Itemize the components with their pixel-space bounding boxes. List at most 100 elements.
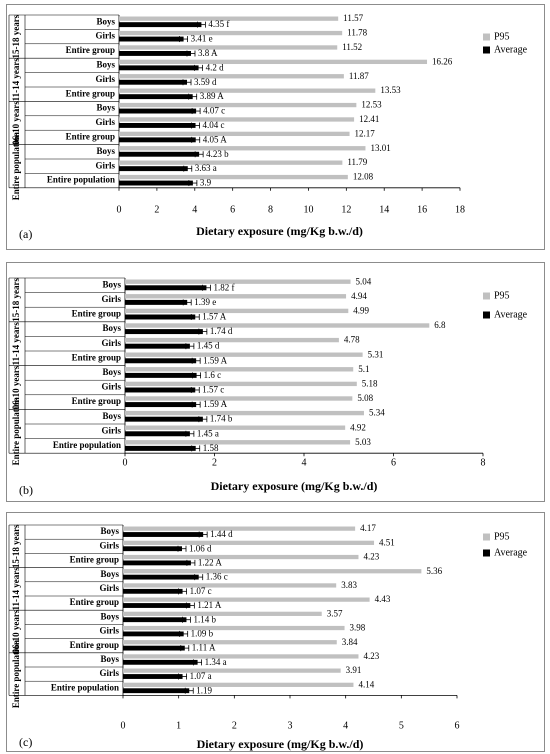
average-bar-c-7	[123, 631, 184, 637]
x-tick-label-c-3: 3	[288, 720, 293, 731]
group-label-a-1: 11-14 years	[11, 58, 21, 102]
p95-bar-b-11	[125, 440, 351, 445]
category-label-b-4: Girls	[102, 338, 122, 348]
category-label-b-6: Boys	[102, 367, 121, 377]
p95-value-label-c-6: 3.57	[327, 608, 343, 618]
category-label-c-6: Boys	[100, 611, 119, 621]
x-axis-title-a: Dietary exposure (mg/Kg b.w./d)	[196, 224, 363, 238]
chart-panel-b: 15-18 years Boys 5.04 1.82 f Girls 4.94 1.39 e…	[6, 262, 545, 502]
p95-value-label-c-4: 3.83	[341, 580, 357, 590]
average-bar-b-3	[125, 329, 203, 335]
p95-value-label-c-1: 4.51	[379, 537, 395, 547]
x-tick-label-c-6: 6	[455, 720, 460, 731]
p95-bar-a-11	[119, 174, 348, 180]
x-tick-label-c-5: 5	[399, 720, 404, 731]
p95-bar-c-8	[123, 640, 337, 645]
average-value-label-a-3: 4.2 d	[206, 62, 225, 72]
average-value-label-c-3: 1.36 c	[206, 572, 228, 582]
p95-value-label-a-1: 11.78	[347, 28, 367, 38]
average-value-label-b-3: 1.74 d	[210, 326, 233, 336]
x-tick-label-b-1: 2	[212, 457, 217, 468]
p95-bar-b-4	[125, 337, 339, 343]
x-axis-title-c: Dietary exposure (mg/Kg b.w./d)	[197, 737, 364, 751]
average-value-label-c-8: 1.11 A	[192, 643, 216, 653]
p95-bar-a-2	[119, 45, 338, 50]
average-bar-b-2	[125, 314, 196, 320]
category-label-c-7: Girls	[100, 626, 120, 636]
p95-value-label-b-3: 6.8	[434, 320, 446, 330]
p95-value-label-c-5: 4.43	[375, 594, 391, 604]
category-label-c-1: Girls	[100, 540, 120, 550]
p95-value-label-c-0: 4.17	[360, 523, 376, 533]
average-bar-a-1	[119, 36, 184, 42]
average-value-label-c-6: 1.14 b	[193, 614, 216, 624]
p95-bar-a-6	[119, 102, 357, 108]
average-bar-b-9	[125, 416, 203, 422]
legend-swatch-average-b	[483, 311, 490, 319]
p95-value-label-b-2: 4.99	[353, 305, 369, 315]
p95-bar-a-7	[119, 117, 355, 122]
average-value-label-b-4: 1.45 d	[197, 341, 220, 351]
average-bar-a-6	[119, 108, 197, 114]
category-label-c-10: Girls	[100, 668, 120, 678]
p95-bar-c-3	[123, 569, 422, 574]
average-value-label-a-7: 4.04 c	[203, 120, 225, 130]
p95-bar-a-4	[119, 74, 344, 79]
average-bar-b-8	[125, 402, 197, 408]
group-label-a-2: 06-10 years	[11, 101, 21, 145]
p95-bar-a-8	[119, 131, 350, 137]
p95-value-label-a-6: 12.53	[361, 100, 382, 110]
x-tick-label-a-8: 16	[417, 204, 427, 215]
average-value-label-a-6: 4.07 c	[203, 106, 225, 116]
average-value-label-c-0: 1.44 d	[210, 529, 233, 539]
p95-bar-a-10	[119, 160, 343, 165]
category-label-a-3: Boys	[96, 59, 115, 69]
x-tick-label-b-2: 4	[302, 457, 307, 468]
average-bar-c-8	[123, 645, 185, 651]
category-label-b-8: Entire group	[72, 396, 121, 406]
average-value-label-c-5: 1.21 A	[197, 600, 222, 610]
average-value-label-b-6: 1.6 c	[204, 370, 222, 380]
p95-value-label-a-7: 12.41	[359, 114, 379, 124]
average-value-label-c-4: 1.07 c	[190, 586, 212, 596]
category-label-b-9: Boys	[102, 411, 121, 421]
x-tick-label-a-1: 2	[154, 204, 159, 215]
x-tick-label-b-0: 0	[123, 457, 128, 468]
p95-value-label-b-7: 5.18	[362, 378, 378, 388]
average-bar-c-2	[123, 560, 191, 566]
average-value-label-c-1: 1.06 d	[189, 543, 212, 553]
average-value-label-b-11: 1.58	[203, 443, 219, 453]
category-label-a-1: Girls	[96, 31, 116, 41]
category-label-b-5: Entire group	[72, 352, 121, 362]
p95-bar-a-1	[119, 30, 343, 36]
p95-value-label-b-5: 5.31	[368, 349, 384, 359]
p95-bar-c-10	[123, 668, 341, 673]
p95-bar-b-10	[125, 425, 346, 430]
average-value-label-c-11: 1.19	[196, 685, 212, 695]
average-bar-a-9	[119, 151, 200, 157]
p95-bar-b-0	[125, 279, 351, 284]
p95-bar-c-11	[123, 682, 354, 687]
average-value-label-a-10: 3.63 a	[195, 163, 217, 173]
category-label-a-5: Entire group	[66, 88, 115, 98]
p95-value-label-a-5: 13.53	[380, 85, 401, 95]
average-bar-c-1	[123, 546, 183, 552]
legend-label-average-b: Average	[494, 309, 528, 320]
average-value-label-a-11: 3.9	[200, 178, 212, 188]
p95-value-label-c-3: 5.36	[426, 566, 442, 576]
average-value-label-c-9: 1.34 a	[205, 657, 227, 667]
category-label-a-4: Girls	[96, 74, 116, 84]
p95-bar-c-9	[123, 654, 359, 659]
x-tick-label-a-3: 6	[230, 204, 235, 215]
average-bar-a-0	[119, 22, 202, 28]
average-value-label-a-1: 3.41 e	[191, 34, 213, 44]
group-label-b-1: 11-14 years	[11, 322, 21, 366]
group-label-c-1: 11-14 years	[11, 567, 21, 611]
category-label-c-5: Entire group	[70, 597, 119, 607]
average-bar-a-3	[119, 65, 199, 71]
p95-value-label-c-9: 4.23	[363, 651, 379, 661]
average-bar-b-1	[125, 299, 188, 305]
category-label-c-2: Entire group	[70, 555, 119, 565]
x-tick-label-b-4: 8	[481, 457, 486, 468]
x-axis-title-b: Dietary exposure (mg/Kg b.w./d)	[211, 479, 378, 493]
